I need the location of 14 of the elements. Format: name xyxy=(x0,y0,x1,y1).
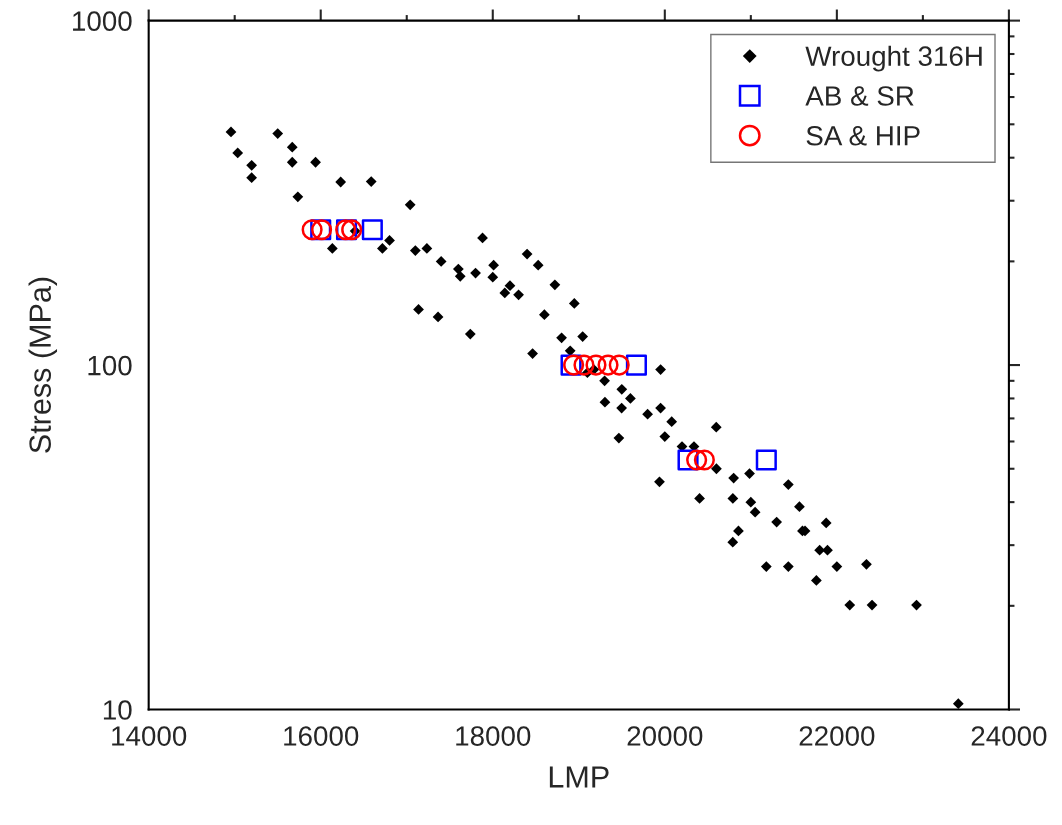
y-tick-label: 10 xyxy=(103,700,132,720)
x-tick-label: 18000 xyxy=(456,726,531,746)
x-tick-label: 20000 xyxy=(627,726,703,746)
legend-label: Wrought 316H xyxy=(805,45,982,72)
legend-label: AB & SR xyxy=(805,86,914,106)
y-tick-label: 1000 xyxy=(73,11,132,31)
y-tick-label: 100 xyxy=(88,355,132,376)
x-tick-label: 16000 xyxy=(284,726,359,746)
legend-label: SA & HIP xyxy=(806,125,920,146)
x-tick-label: 22000 xyxy=(799,726,875,746)
y-axis-title: Stress (MPa) xyxy=(28,277,58,453)
x-tick-label: 24000 xyxy=(971,726,1047,746)
x-tick-label: 14000 xyxy=(112,726,187,746)
x-axis-title: LMP xyxy=(549,766,609,788)
